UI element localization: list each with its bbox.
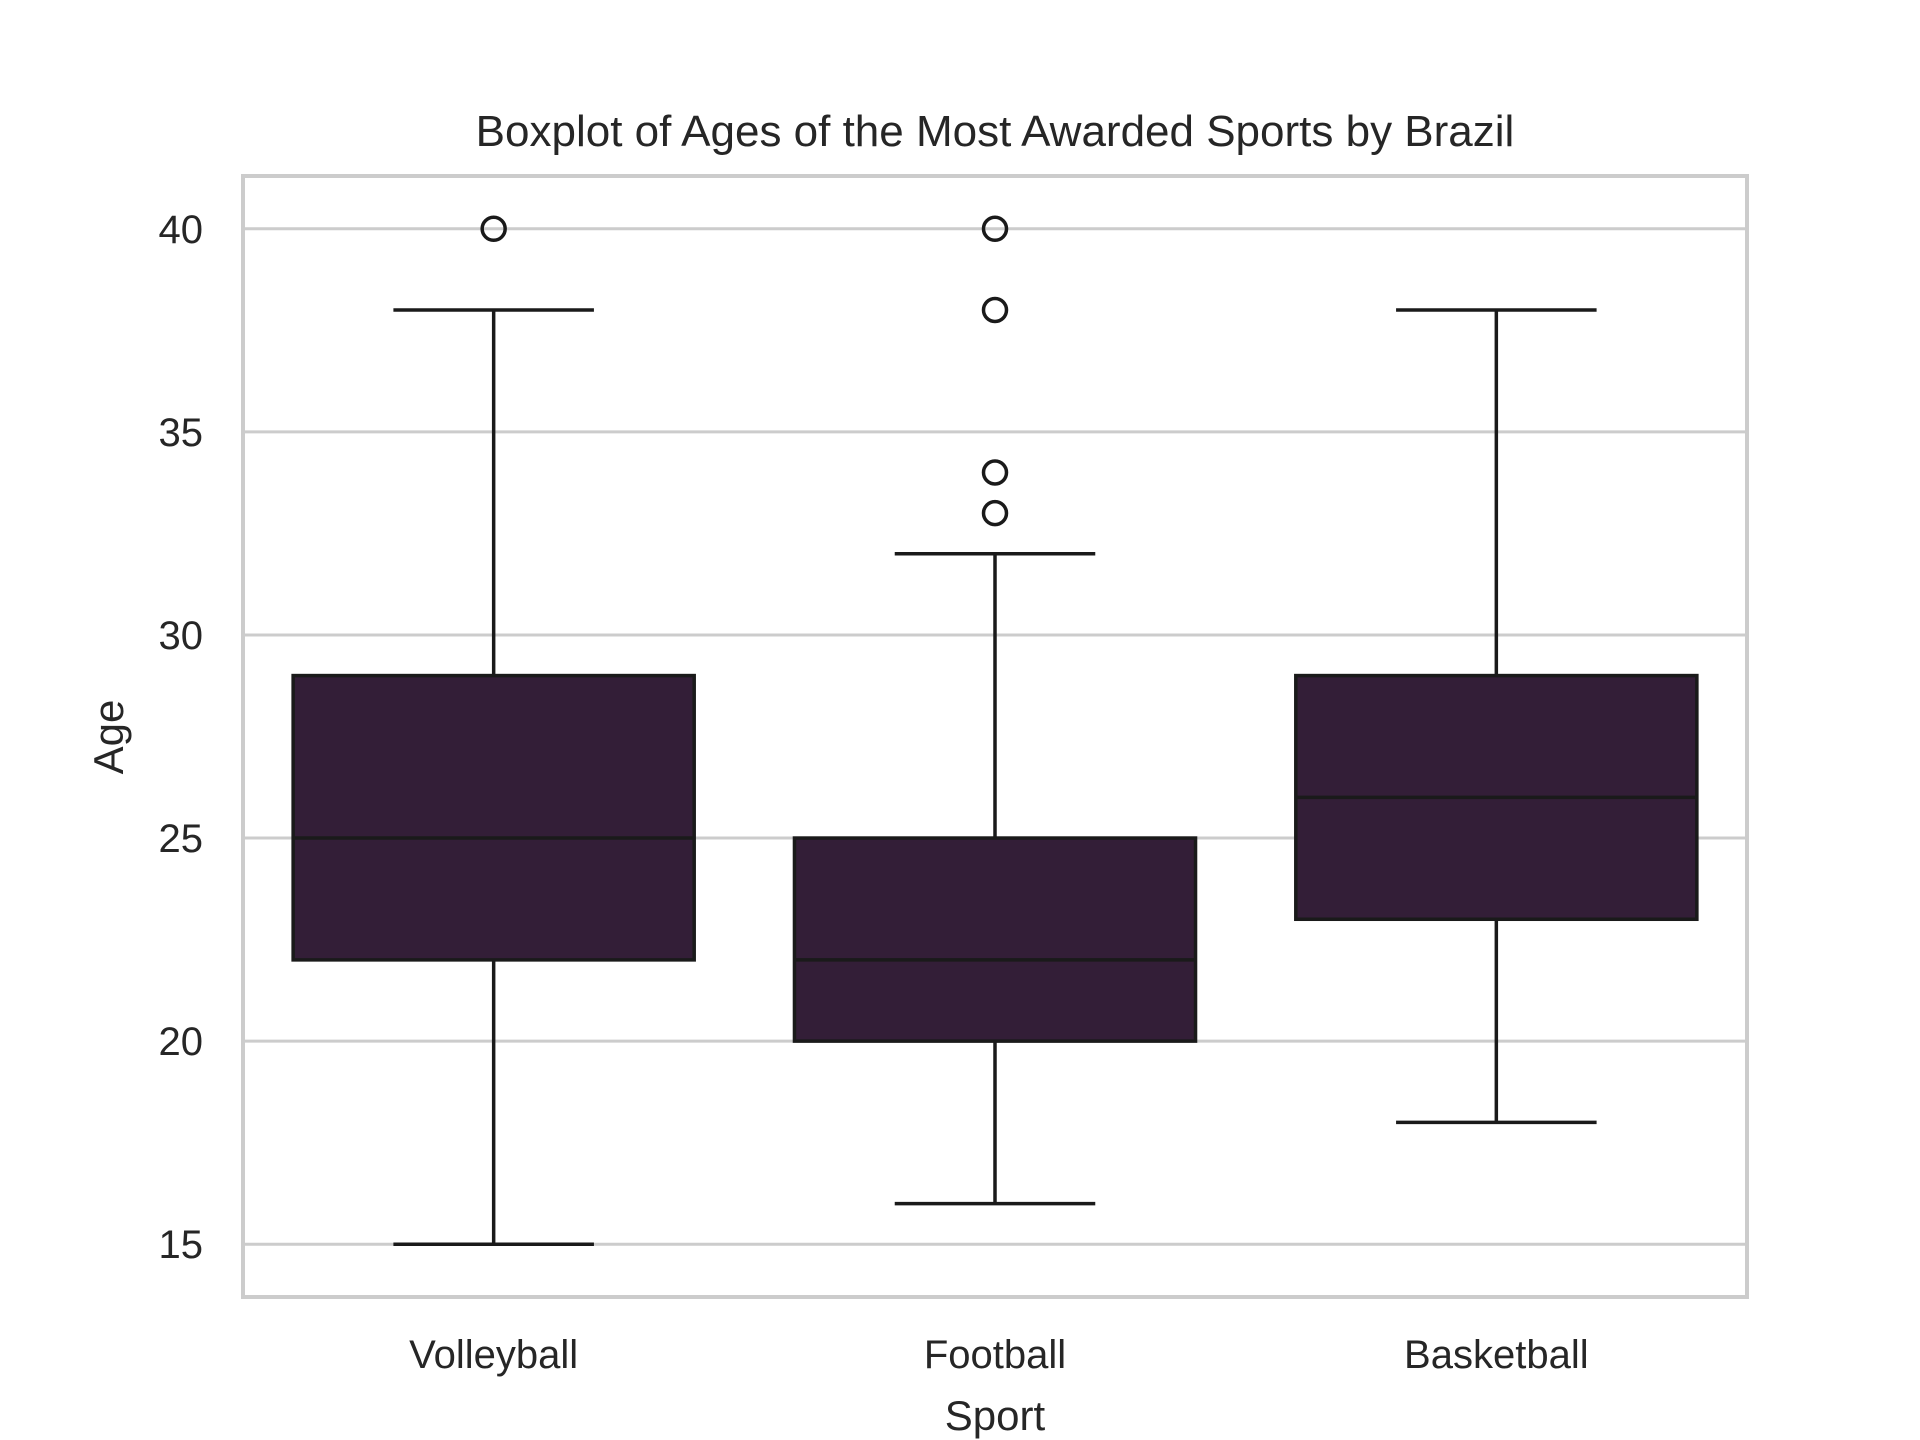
x-axis-ticks: Volleyball Football Basketball (409, 1333, 1588, 1377)
box-group-basketball (1294, 308, 1699, 1125)
y-tick-label: 35 (159, 411, 204, 455)
x-tick-label: Football (924, 1333, 1066, 1377)
chart-title: Boxplot of Ages of the Most Awarded Spor… (476, 107, 1515, 156)
x-tick-label: Volleyball (409, 1333, 578, 1377)
y-tick-label: 20 (159, 1020, 204, 1064)
outlier-point (981, 296, 1009, 324)
y-tick-label: 25 (159, 817, 204, 861)
outlier-point (480, 215, 507, 243)
y-tick-label: 40 (159, 208, 204, 252)
iqr-box (291, 673, 696, 962)
outlier-point (981, 459, 1009, 486)
outlier-point (981, 499, 1009, 527)
x-axis-label: Sport (945, 1392, 1046, 1439)
y-tick-label: 15 (159, 1223, 204, 1267)
y-axis-label: Age (85, 700, 132, 775)
x-tick-label: Basketball (1404, 1333, 1589, 1377)
y-axis-ticks: 15 20 25 30 35 40 (159, 208, 204, 1267)
box-series (291, 215, 1699, 1246)
y-tick-label: 30 (159, 614, 204, 658)
iqr-box (792, 836, 1198, 1043)
plot-frame (241, 174, 1749, 1299)
box-group-football (792, 215, 1198, 1206)
outlier-point (981, 215, 1009, 243)
box-group-volleyball (291, 215, 696, 1246)
